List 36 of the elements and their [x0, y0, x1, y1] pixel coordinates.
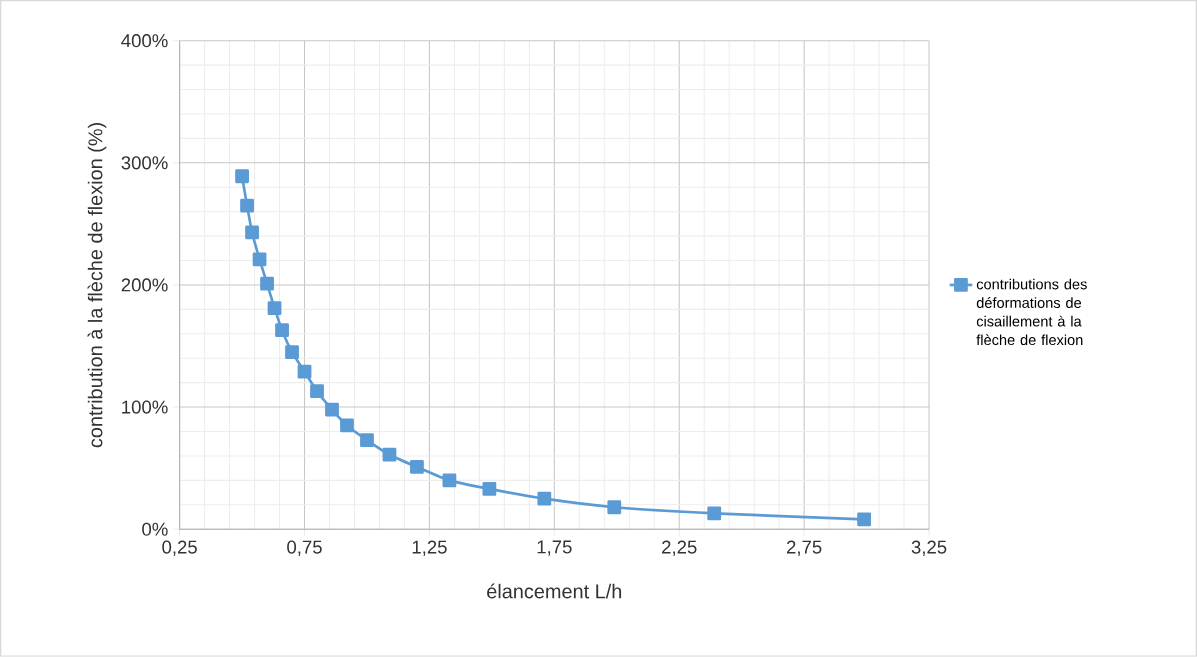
x-tick-label: 3,25 — [911, 540, 947, 557]
point — [482, 482, 497, 496]
point — [235, 169, 249, 184]
point — [275, 323, 289, 338]
point — [360, 433, 374, 448]
point — [707, 506, 722, 521]
point — [260, 276, 274, 291]
point — [252, 252, 267, 267]
point — [240, 198, 254, 213]
point — [340, 418, 354, 433]
y-tick-label: 200% — [121, 278, 168, 292]
x-axis-title: élancement L/h — [487, 583, 622, 599]
point — [442, 473, 457, 488]
point — [857, 512, 871, 527]
x-tick-label: 2,25 — [662, 540, 697, 557]
point — [537, 491, 552, 506]
y-axis-title: contribution à la flèche de flexion (%) — [87, 123, 107, 448]
point — [410, 460, 424, 474]
point — [267, 301, 282, 316]
point — [285, 345, 299, 360]
point — [245, 225, 259, 240]
y-tick-label: 0% — [142, 522, 168, 536]
y-tick-label: 400% — [121, 34, 168, 48]
x-tick-label: 1,75 — [537, 540, 572, 556]
x-tick-label: 2,75 — [787, 540, 822, 557]
y-tick-label: 300% — [121, 156, 168, 170]
legend-label: contributions des déformations de cisaillement à la flèche de flexion — [976, 278, 1087, 346]
x-tick-label: 0,75 — [287, 540, 322, 557]
x-tick-label: 1,25 — [412, 540, 447, 557]
x-tick-label: 0,25 — [162, 540, 197, 557]
point — [382, 447, 397, 462]
y-tick-label: 100% — [122, 400, 168, 414]
point — [297, 364, 312, 379]
point — [607, 500, 622, 515]
point — [325, 402, 339, 417]
point — [310, 384, 324, 399]
